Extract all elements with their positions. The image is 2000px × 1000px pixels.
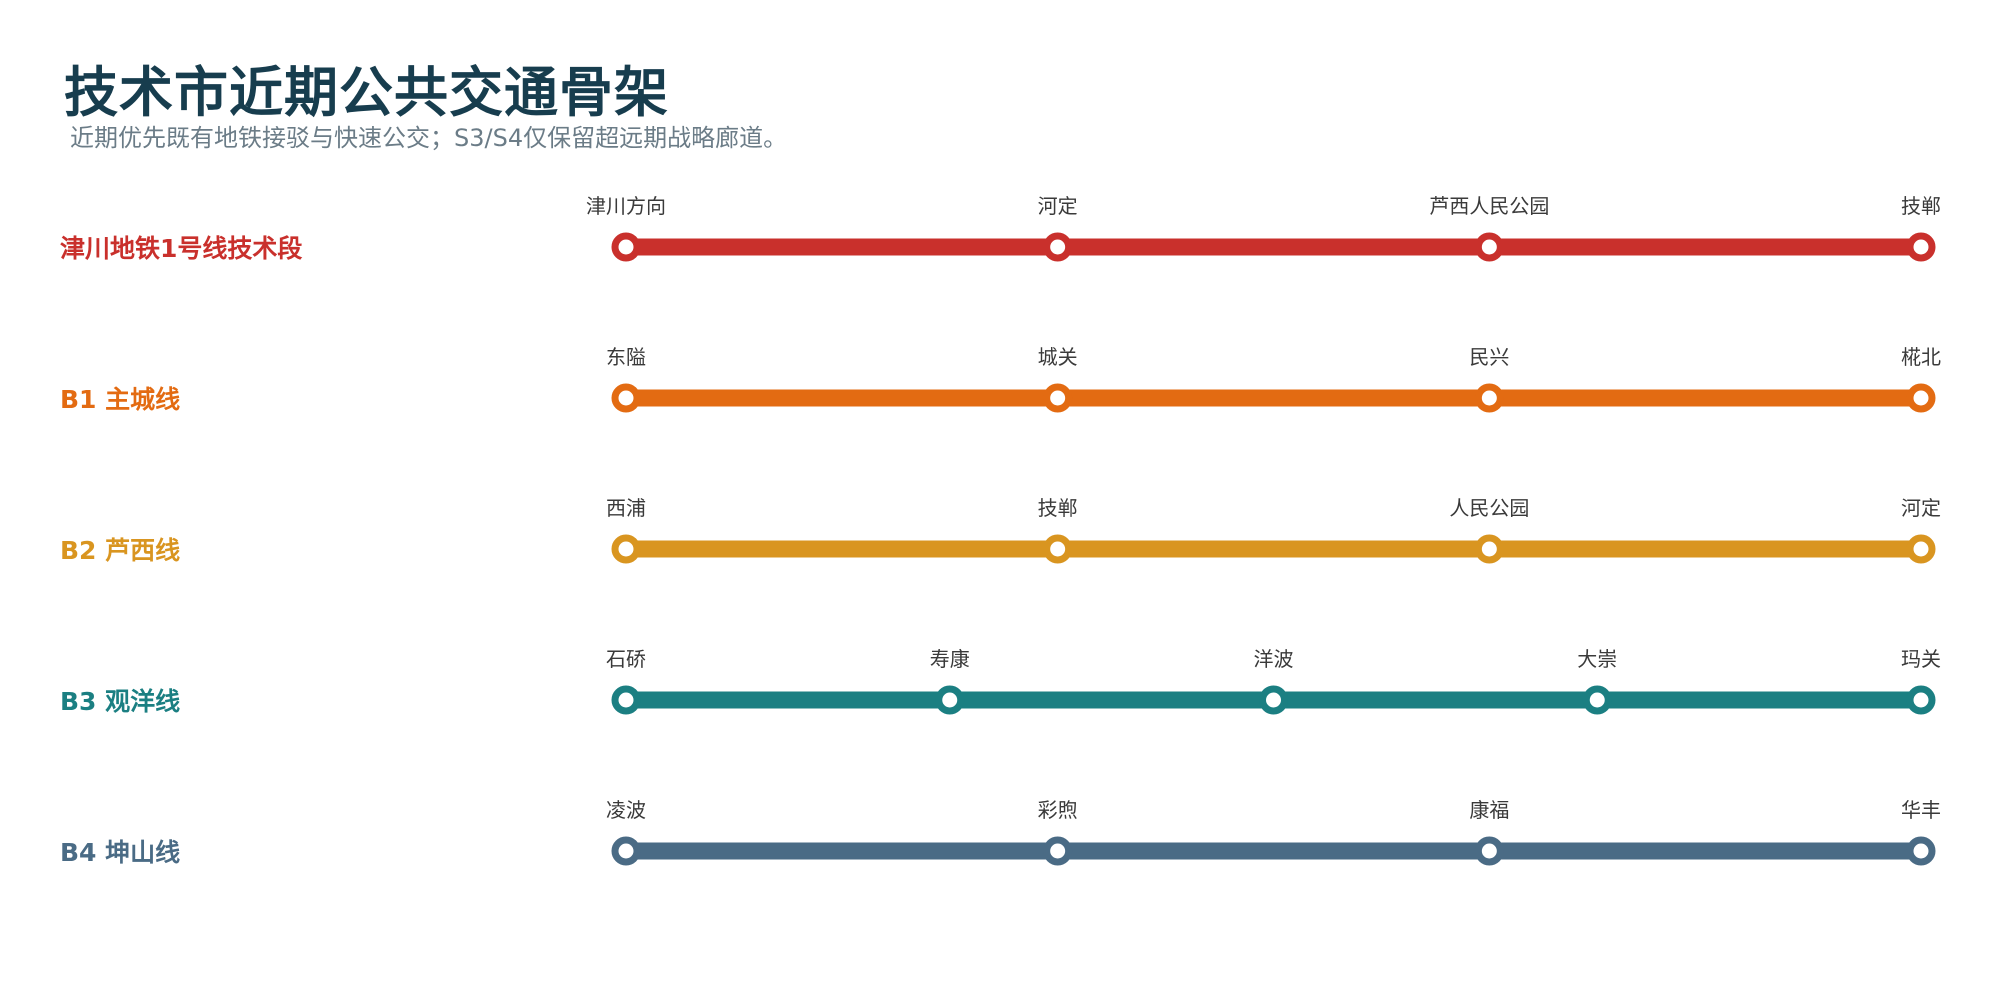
station-marker xyxy=(611,232,641,262)
station-marker xyxy=(1582,685,1612,715)
station-label: 技郸 xyxy=(1037,496,1078,520)
station-marker xyxy=(611,685,641,715)
line-name: 津川地铁1号线技术段 xyxy=(60,234,303,263)
station-marker xyxy=(1043,534,1073,564)
station-label: 椛北 xyxy=(1901,345,1941,369)
station-label: 芦西人民公园 xyxy=(1429,194,1550,218)
page-title: 技术市近期公共交通骨架 xyxy=(64,61,669,124)
station-marker xyxy=(611,836,641,866)
station-marker xyxy=(611,534,641,564)
station-label: 西浦 xyxy=(606,496,646,520)
line-name: B3 观洋线 xyxy=(60,687,181,716)
station-label: 津川方向 xyxy=(586,194,666,218)
line-name: B4 坤山线 xyxy=(60,838,181,867)
station-label: 河定 xyxy=(1901,496,1941,520)
station-marker xyxy=(1906,685,1936,715)
station-marker xyxy=(1043,383,1073,413)
station-marker xyxy=(1043,836,1073,866)
station-label: 洋波 xyxy=(1253,647,1294,671)
station-label: 民兴 xyxy=(1469,345,1510,369)
station-label: 华丰 xyxy=(1901,798,1941,822)
station-marker xyxy=(1474,534,1504,564)
line-name: B1 主城线 xyxy=(60,385,181,414)
page-subtitle: 近期优先既有地铁接驳与快速公交；S3/S4仅保留超远期战略廊道。 xyxy=(70,124,788,152)
station-label: 彩煦 xyxy=(1037,798,1078,822)
station-label: 凌波 xyxy=(606,798,646,822)
station-marker xyxy=(935,685,965,715)
station-marker xyxy=(1906,836,1936,866)
station-marker xyxy=(611,383,641,413)
station-label: 玛关 xyxy=(1901,647,1941,671)
station-label: 康福 xyxy=(1469,798,1510,822)
station-marker xyxy=(1043,232,1073,262)
station-label: 河定 xyxy=(1037,194,1078,218)
station-marker xyxy=(1474,836,1504,866)
station-label: 大崇 xyxy=(1577,647,1618,671)
station-marker xyxy=(1906,383,1936,413)
station-marker xyxy=(1906,534,1936,564)
station-label: 人民公园 xyxy=(1449,496,1530,520)
line-name: B2 芦西线 xyxy=(60,536,181,565)
station-label: 石硚 xyxy=(606,647,646,671)
station-label: 寿康 xyxy=(929,647,970,671)
station-label: 东隘 xyxy=(606,345,646,369)
station-marker xyxy=(1474,232,1504,262)
station-label: 技郸 xyxy=(1901,194,1941,218)
station-marker xyxy=(1259,685,1288,715)
station-marker xyxy=(1474,383,1504,413)
station-marker xyxy=(1906,232,1936,262)
station-label: 城关 xyxy=(1037,345,1078,369)
